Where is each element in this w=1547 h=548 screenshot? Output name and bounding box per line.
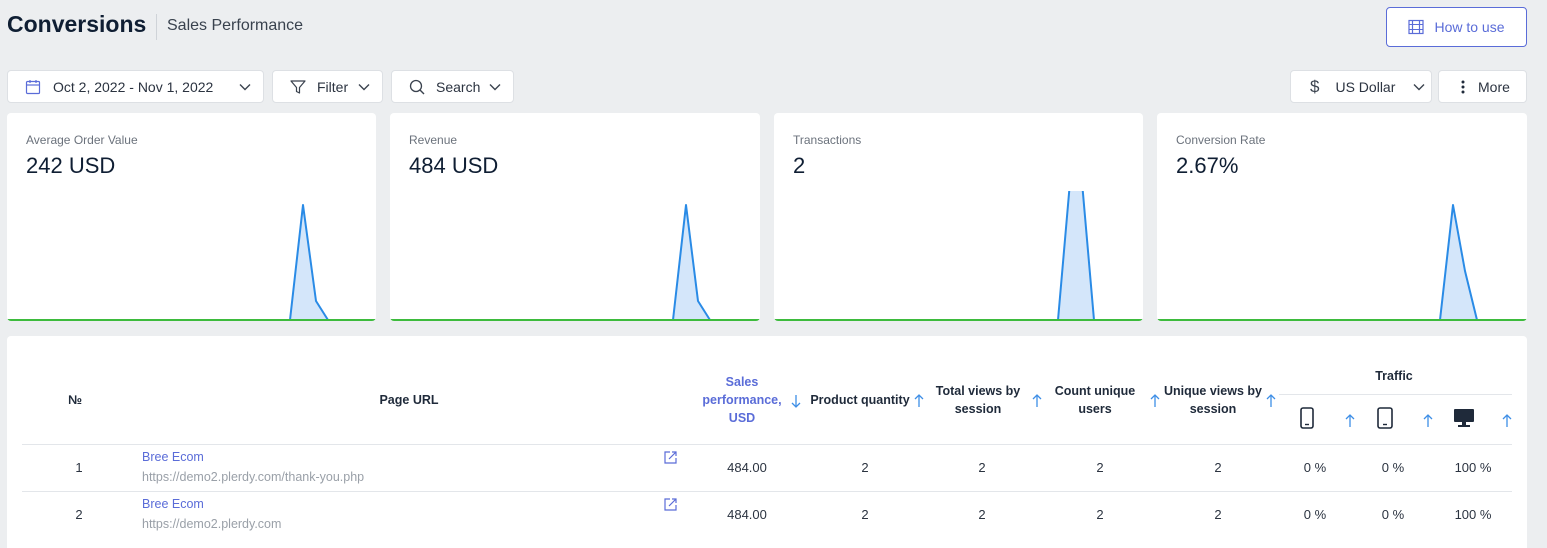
page-title: Conversions [7, 11, 147, 37]
filter-label: Filter [317, 78, 349, 95]
search-button[interactable]: Search [391, 70, 514, 103]
sort-down-icon[interactable] [791, 394, 801, 408]
traffic-mobile-value: 0 % [1303, 460, 1327, 475]
column-header-product-quantity[interactable]: Product quantity [810, 393, 910, 407]
more-label: More [1478, 78, 1510, 95]
title-divider [156, 14, 157, 40]
traffic-tablet-value: 0 % [1381, 460, 1405, 475]
row-number: 2 [75, 507, 83, 522]
unique-users-value: 2 [1096, 460, 1104, 475]
metric-value: 2.67% [1176, 153, 1239, 178]
product-quantity-value: 2 [861, 507, 869, 522]
chevron-down-icon [1413, 83, 1425, 90]
row-number: 1 [75, 460, 83, 475]
chevron-down-icon [358, 83, 370, 90]
calendar-icon [25, 79, 41, 94]
desktop-icon [1454, 409, 1474, 427]
metric-value: 242 USD [26, 153, 116, 178]
metric-label: Transactions [793, 133, 862, 147]
tablet-icon [1377, 407, 1393, 429]
total-views-value: 2 [978, 507, 986, 522]
filter-icon [290, 79, 306, 94]
row-divider [22, 491, 1512, 492]
total-views-value: 2 [978, 460, 986, 475]
unique-users-value: 2 [1096, 507, 1104, 522]
metric-card-average-order-value: Average Order Value 242 USD [7, 113, 376, 321]
sort-up-icon[interactable] [1345, 414, 1355, 428]
sort-up-icon[interactable] [914, 394, 924, 408]
product-quantity-value: 2 [861, 460, 869, 475]
sort-up-icon[interactable] [1266, 394, 1276, 408]
chevron-down-icon [489, 83, 501, 90]
site-link[interactable]: Bree Ecom [142, 497, 204, 511]
metric-card-transactions: Transactions 2 [774, 113, 1143, 321]
sparkline [7, 204, 376, 321]
mobile-icon [1300, 407, 1314, 429]
chevron-down-icon [239, 83, 251, 90]
dollar-icon: $ [1310, 76, 1320, 96]
metric-value: 484 USD [409, 153, 499, 178]
page-header: Conversions Sales Performance How to use [0, 0, 1547, 60]
page-url: https://demo2.plerdy.com/thank-you.php [142, 470, 365, 484]
traffic-mobile-value: 0 % [1303, 507, 1327, 522]
date-range-picker[interactable]: Oct 2, 2022 - Nov 1, 2022 [7, 70, 264, 103]
search-label: Search [436, 78, 481, 95]
traffic-divider [1279, 394, 1512, 395]
currency-select[interactable]: $ US Dollar [1290, 70, 1432, 103]
traffic-desktop-value: 100 % [1454, 507, 1492, 522]
sort-up-icon[interactable] [1032, 394, 1042, 408]
sales-value: 484.00 [727, 460, 767, 475]
column-header-total-views[interactable]: Total views by session [935, 384, 1021, 416]
metric-label: Average Order Value [26, 133, 138, 147]
page-url: https://demo2.plerdy.com [142, 517, 282, 531]
filter-button[interactable]: Filter [272, 70, 383, 103]
metric-label: Conversion Rate [1176, 133, 1266, 147]
traffic-tablet-value: 0 % [1381, 507, 1405, 522]
unique-views-value: 2 [1214, 507, 1222, 522]
date-range-value: Oct 2, 2022 - Nov 1, 2022 [53, 78, 214, 95]
more-button[interactable]: More [1438, 70, 1527, 103]
sparkline [774, 191, 1143, 321]
metric-value: 2 [793, 153, 806, 178]
sparkline [1157, 204, 1527, 321]
unique-views-value: 2 [1214, 460, 1222, 475]
currency-value: US Dollar [1335, 78, 1396, 95]
metric-label: Revenue [409, 133, 458, 147]
traffic-desktop-value: 100 % [1454, 460, 1492, 475]
column-header-count-unique-users[interactable]: Count unique users [1054, 384, 1136, 416]
page-subtitle: Sales Performance [167, 17, 304, 34]
column-header-number: № [68, 393, 82, 407]
column-header-page-url: Page URL [379, 393, 439, 407]
search-icon [409, 79, 425, 94]
sort-up-icon[interactable] [1502, 414, 1512, 428]
column-header-sales-performance[interactable]: Sales performance, USD [702, 375, 782, 425]
how-to-use-label: How to use [1434, 19, 1505, 35]
more-vertical-icon [1461, 80, 1465, 93]
header-divider [22, 444, 1512, 445]
external-link-icon[interactable] [664, 498, 677, 511]
site-link[interactable]: Bree Ecom [142, 450, 204, 464]
metric-card-conversion-rate: Conversion Rate 2.67% [1157, 113, 1527, 321]
sales-value: 484.00 [727, 507, 767, 522]
column-header-traffic: Traffic [1375, 369, 1413, 383]
column-header-unique-views[interactable]: Unique views by session [1164, 384, 1262, 416]
sales-table: № Page URL Sales performance, USD Produc… [7, 336, 1527, 548]
film-icon [1408, 19, 1425, 35]
sort-up-icon[interactable] [1150, 394, 1160, 408]
external-link-icon[interactable] [664, 451, 677, 464]
how-to-use-button[interactable]: How to use [1386, 7, 1527, 47]
sparkline [390, 204, 760, 321]
sort-up-icon[interactable] [1423, 414, 1433, 428]
metric-card-revenue: Revenue 484 USD [390, 113, 760, 321]
